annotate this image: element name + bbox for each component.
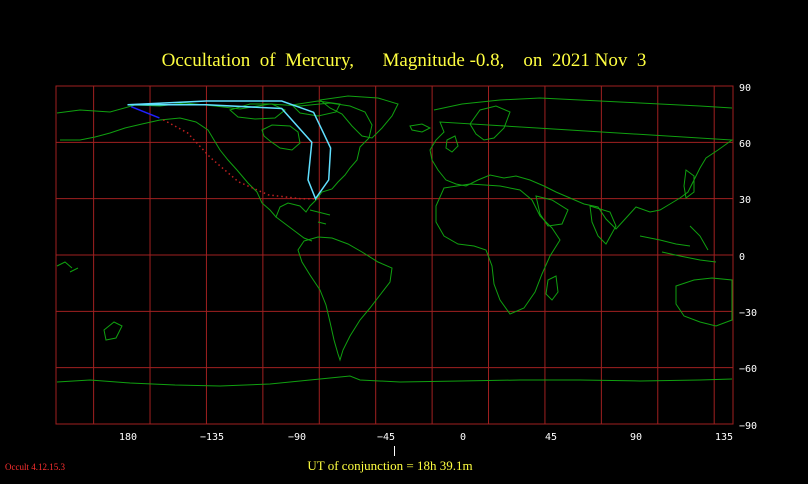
lat-tick-m60: −60 xyxy=(739,364,758,375)
coastline-scandinavia xyxy=(469,105,511,141)
lat-tick-60: 60 xyxy=(739,139,752,150)
coastline-arabia xyxy=(535,195,569,227)
coastline-north-america xyxy=(56,102,373,218)
coastlines xyxy=(56,95,734,387)
occultation-tracks xyxy=(127,100,332,201)
lat-tick-0: 0 xyxy=(739,252,746,263)
lon-tick-135: 135 xyxy=(714,432,734,443)
lon-tick-90: 90 xyxy=(629,432,643,443)
version-label: Occult 4.12.15.3 xyxy=(5,462,65,472)
lon-tick-45: 45 xyxy=(544,432,558,443)
visibility-limit-curve xyxy=(127,100,332,201)
coastline-arctic-islands xyxy=(228,100,341,120)
coastline-africa xyxy=(435,183,561,315)
lat-tick-90: 90 xyxy=(739,83,752,94)
conjunction-label: UT of conjunction = 18h 39.1m xyxy=(307,458,473,473)
lat-tick-m30: −30 xyxy=(739,308,758,319)
coastline-caribbean xyxy=(309,209,331,225)
lon-tick-m135: −135 xyxy=(199,432,225,443)
coastline-south-america xyxy=(297,236,393,362)
coastline-japan xyxy=(683,169,695,199)
lon-tick-0: 0 xyxy=(459,432,467,443)
coastline-eurasia xyxy=(429,97,734,230)
coastline-australia xyxy=(675,277,733,327)
coastline-central-america xyxy=(275,216,313,242)
coastline-madagascar xyxy=(545,275,559,301)
coastline-pacific-islands xyxy=(56,261,123,341)
coastline-hudson-bay xyxy=(261,124,301,151)
coastline-british-isles xyxy=(445,135,459,153)
grid-lines xyxy=(56,86,733,424)
chart-title: Occultation of Mercury, Magnitude -0.8, … xyxy=(161,50,647,71)
coastline-greenland xyxy=(318,95,399,139)
conjunction-marker xyxy=(394,446,395,456)
coastline-india xyxy=(589,205,617,245)
coastline-iceland xyxy=(409,123,432,133)
lat-tick-30: 30 xyxy=(739,195,752,206)
lon-tick-m90: −90 xyxy=(287,432,307,443)
lat-tick-m90: −90 xyxy=(739,421,758,432)
track-dotted-red xyxy=(162,119,320,200)
lon-tick-m45: −45 xyxy=(376,432,396,443)
coastline-se-asia xyxy=(639,225,717,263)
lon-tick-180: 180 xyxy=(118,432,138,443)
coastline-antarctica xyxy=(56,375,733,387)
track-blue-segment xyxy=(130,106,160,119)
